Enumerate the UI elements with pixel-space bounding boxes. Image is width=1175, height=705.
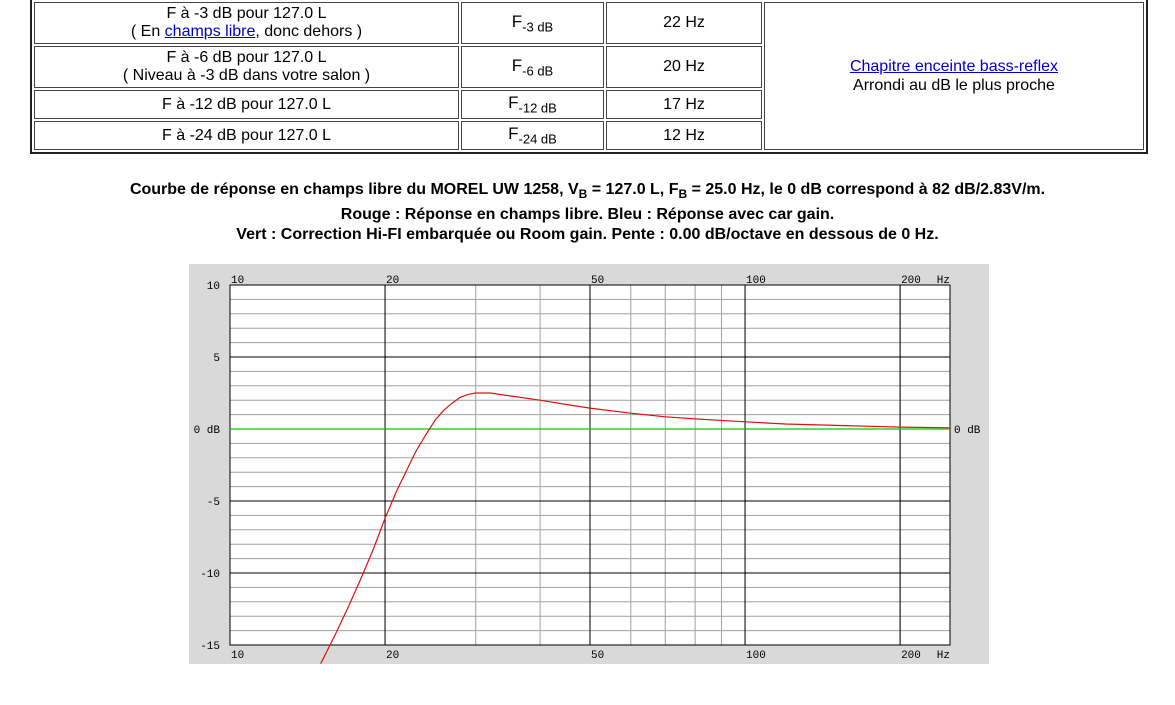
table-row-label: F à -24 dB pour 127.0 L: [34, 121, 459, 150]
caption-sub: B: [678, 187, 688, 202]
symbol-sub: -3 dB: [522, 19, 554, 35]
symbol-f: F: [508, 93, 519, 113]
row-label-main: F à -3 dB pour 127.0 L: [166, 5, 327, 22]
row-label-main: F à -6 dB pour 127.0 L: [166, 49, 327, 66]
table-row-value: 12 Hz: [606, 121, 762, 150]
table-row-label: F à -3 dB pour 127.0 L ( En champs libre…: [34, 2, 459, 44]
series-line: [320, 392, 950, 664]
y-tick-label: 10: [207, 281, 220, 293]
table-row-label: F à -12 dB pour 127.0 L: [34, 90, 459, 119]
caption-part: Courbe de réponse en champs libre du MOR…: [129, 181, 579, 198]
caption-part: = 127.0 L, F: [587, 181, 679, 198]
x-tick-label-bottom: 20: [386, 650, 399, 662]
caption-sub: B: [578, 187, 588, 202]
champs-libre-link[interactable]: champs libre: [164, 23, 256, 40]
table-note-cell: Chapitre enceinte bass-reflex Arrondi au…: [764, 2, 1144, 150]
x-tick-label-bottom: 50: [591, 650, 604, 662]
table-row-value: 20 Hz: [606, 46, 762, 88]
x-tick-label-bottom: 200: [901, 650, 921, 662]
frequency-table: F à -3 dB pour 127.0 L ( En champs libre…: [30, 0, 1148, 154]
bass-reflex-chapter-link[interactable]: Chapitre enceinte bass-reflex: [849, 58, 1059, 75]
table-row-symbol: F-12 dB: [461, 90, 604, 119]
chart-caption-line1: Courbe de réponse en champs libre du MOR…: [0, 181, 1175, 201]
row-label-sub: ( Niveau à -3 dB dans votre salon ): [122, 67, 371, 84]
symbol-sub: -6 dB: [522, 63, 554, 79]
y-tick-label: -10: [200, 569, 220, 581]
label-sub-prefix: ( En: [130, 23, 165, 40]
x-tick-label-top: 100: [746, 275, 766, 287]
response-chart: 10 10 20 20 50 50 100 100 200 200 Hz Hz 10 5 0 dB -5 -10…: [189, 264, 989, 664]
x-tick-label-top: 200: [901, 275, 921, 287]
symbol-sub: -24 dB: [518, 131, 557, 147]
table-row-label: F à -6 dB pour 127.0 L ( Niveau à -3 dB …: [34, 46, 459, 88]
y-tick-label: 0 dB: [194, 425, 221, 437]
y-right-label: 0 dB: [954, 425, 981, 437]
x-tick-label-top: 10: [231, 275, 244, 287]
chart-caption-line3: Vert : Correction Hi-FI embarquée ou Roo…: [236, 226, 939, 243]
rounding-note: Arrondi au dB le plus proche: [853, 77, 1055, 94]
x-tick-label-bottom: 100: [746, 650, 766, 662]
table-row-symbol: F-3 dB: [461, 2, 604, 44]
y-tick-label: -15: [200, 641, 220, 653]
x-tick-label-top: 20: [386, 275, 399, 287]
row-label-sub: ( En champs libre, donc dehors ): [35, 23, 458, 41]
y-tick-label: 5: [213, 353, 220, 365]
table-row-symbol: F-6 dB: [461, 46, 604, 88]
symbol-f: F: [511, 11, 523, 31]
plot-frame: [229, 284, 951, 646]
table-row-value: 22 Hz: [606, 2, 762, 44]
symbol-f: F: [511, 55, 523, 75]
x-unit-label-top: Hz: [937, 275, 950, 287]
chart-caption-line2: Rouge : Réponse en champs libre. Bleu : …: [340, 206, 835, 223]
caption-part: = 25.0 Hz, le 0 dB correspond à 82 dB/2.…: [687, 181, 1046, 198]
x-tick-label-bottom: 10: [231, 650, 244, 662]
symbol-f: F: [508, 124, 519, 144]
x-unit-label-bottom: Hz: [937, 650, 950, 662]
label-sub-suffix: , donc dehors ): [255, 23, 363, 40]
symbol-sub: -12 dB: [518, 100, 557, 116]
table-row-value: 17 Hz: [606, 90, 762, 119]
x-tick-label-top: 50: [591, 275, 604, 287]
table-row-symbol: F-24 dB: [461, 121, 604, 150]
y-tick-label: -5: [207, 497, 220, 509]
